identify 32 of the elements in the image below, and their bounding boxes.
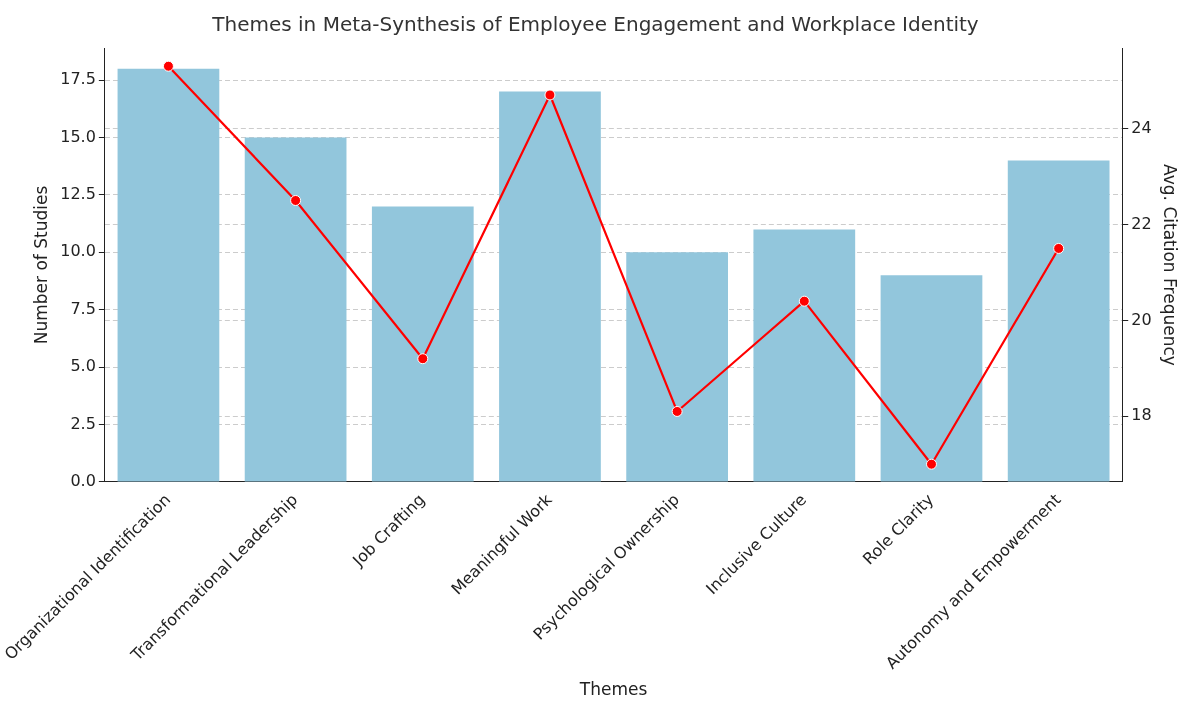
y2-tick-label: 24 xyxy=(1131,117,1152,137)
y-tick-label: 10.0 xyxy=(60,241,96,261)
chart-title: Themes in Meta-Synthesis of Employee Engagement and Workplace Identity xyxy=(211,12,979,37)
y-tick-label: 15.0 xyxy=(60,126,96,146)
y-axis-title: Number of Studies xyxy=(31,185,52,345)
point xyxy=(671,405,683,417)
y2-tick-label: 22 xyxy=(1131,213,1152,233)
y-tick-label: 12.5 xyxy=(60,184,96,204)
y-tick-label: 2.5 xyxy=(70,413,96,433)
bar xyxy=(626,252,728,482)
point xyxy=(1053,242,1065,254)
bar xyxy=(117,68,220,482)
bar xyxy=(1007,160,1110,482)
point xyxy=(417,353,429,365)
x-axis-title: Themes xyxy=(578,679,648,700)
point xyxy=(290,194,302,206)
bar xyxy=(880,275,983,482)
y-tick-label: 17.5 xyxy=(60,69,96,89)
bar xyxy=(753,229,856,482)
bar xyxy=(371,206,474,482)
bar xyxy=(499,91,601,482)
point xyxy=(544,89,556,101)
y-tick-label: 7.5 xyxy=(70,298,96,318)
y-tick-label: 5.0 xyxy=(70,356,96,376)
y2-axis-title: Avg. Citation Frequency xyxy=(1160,164,1181,366)
bar xyxy=(244,137,347,482)
point xyxy=(798,295,810,307)
y2-tick-label: 18 xyxy=(1131,405,1152,425)
y2-tick-label: 20 xyxy=(1131,309,1152,329)
point xyxy=(162,60,174,72)
point xyxy=(925,458,937,470)
y-tick-label: 0.0 xyxy=(70,471,96,491)
